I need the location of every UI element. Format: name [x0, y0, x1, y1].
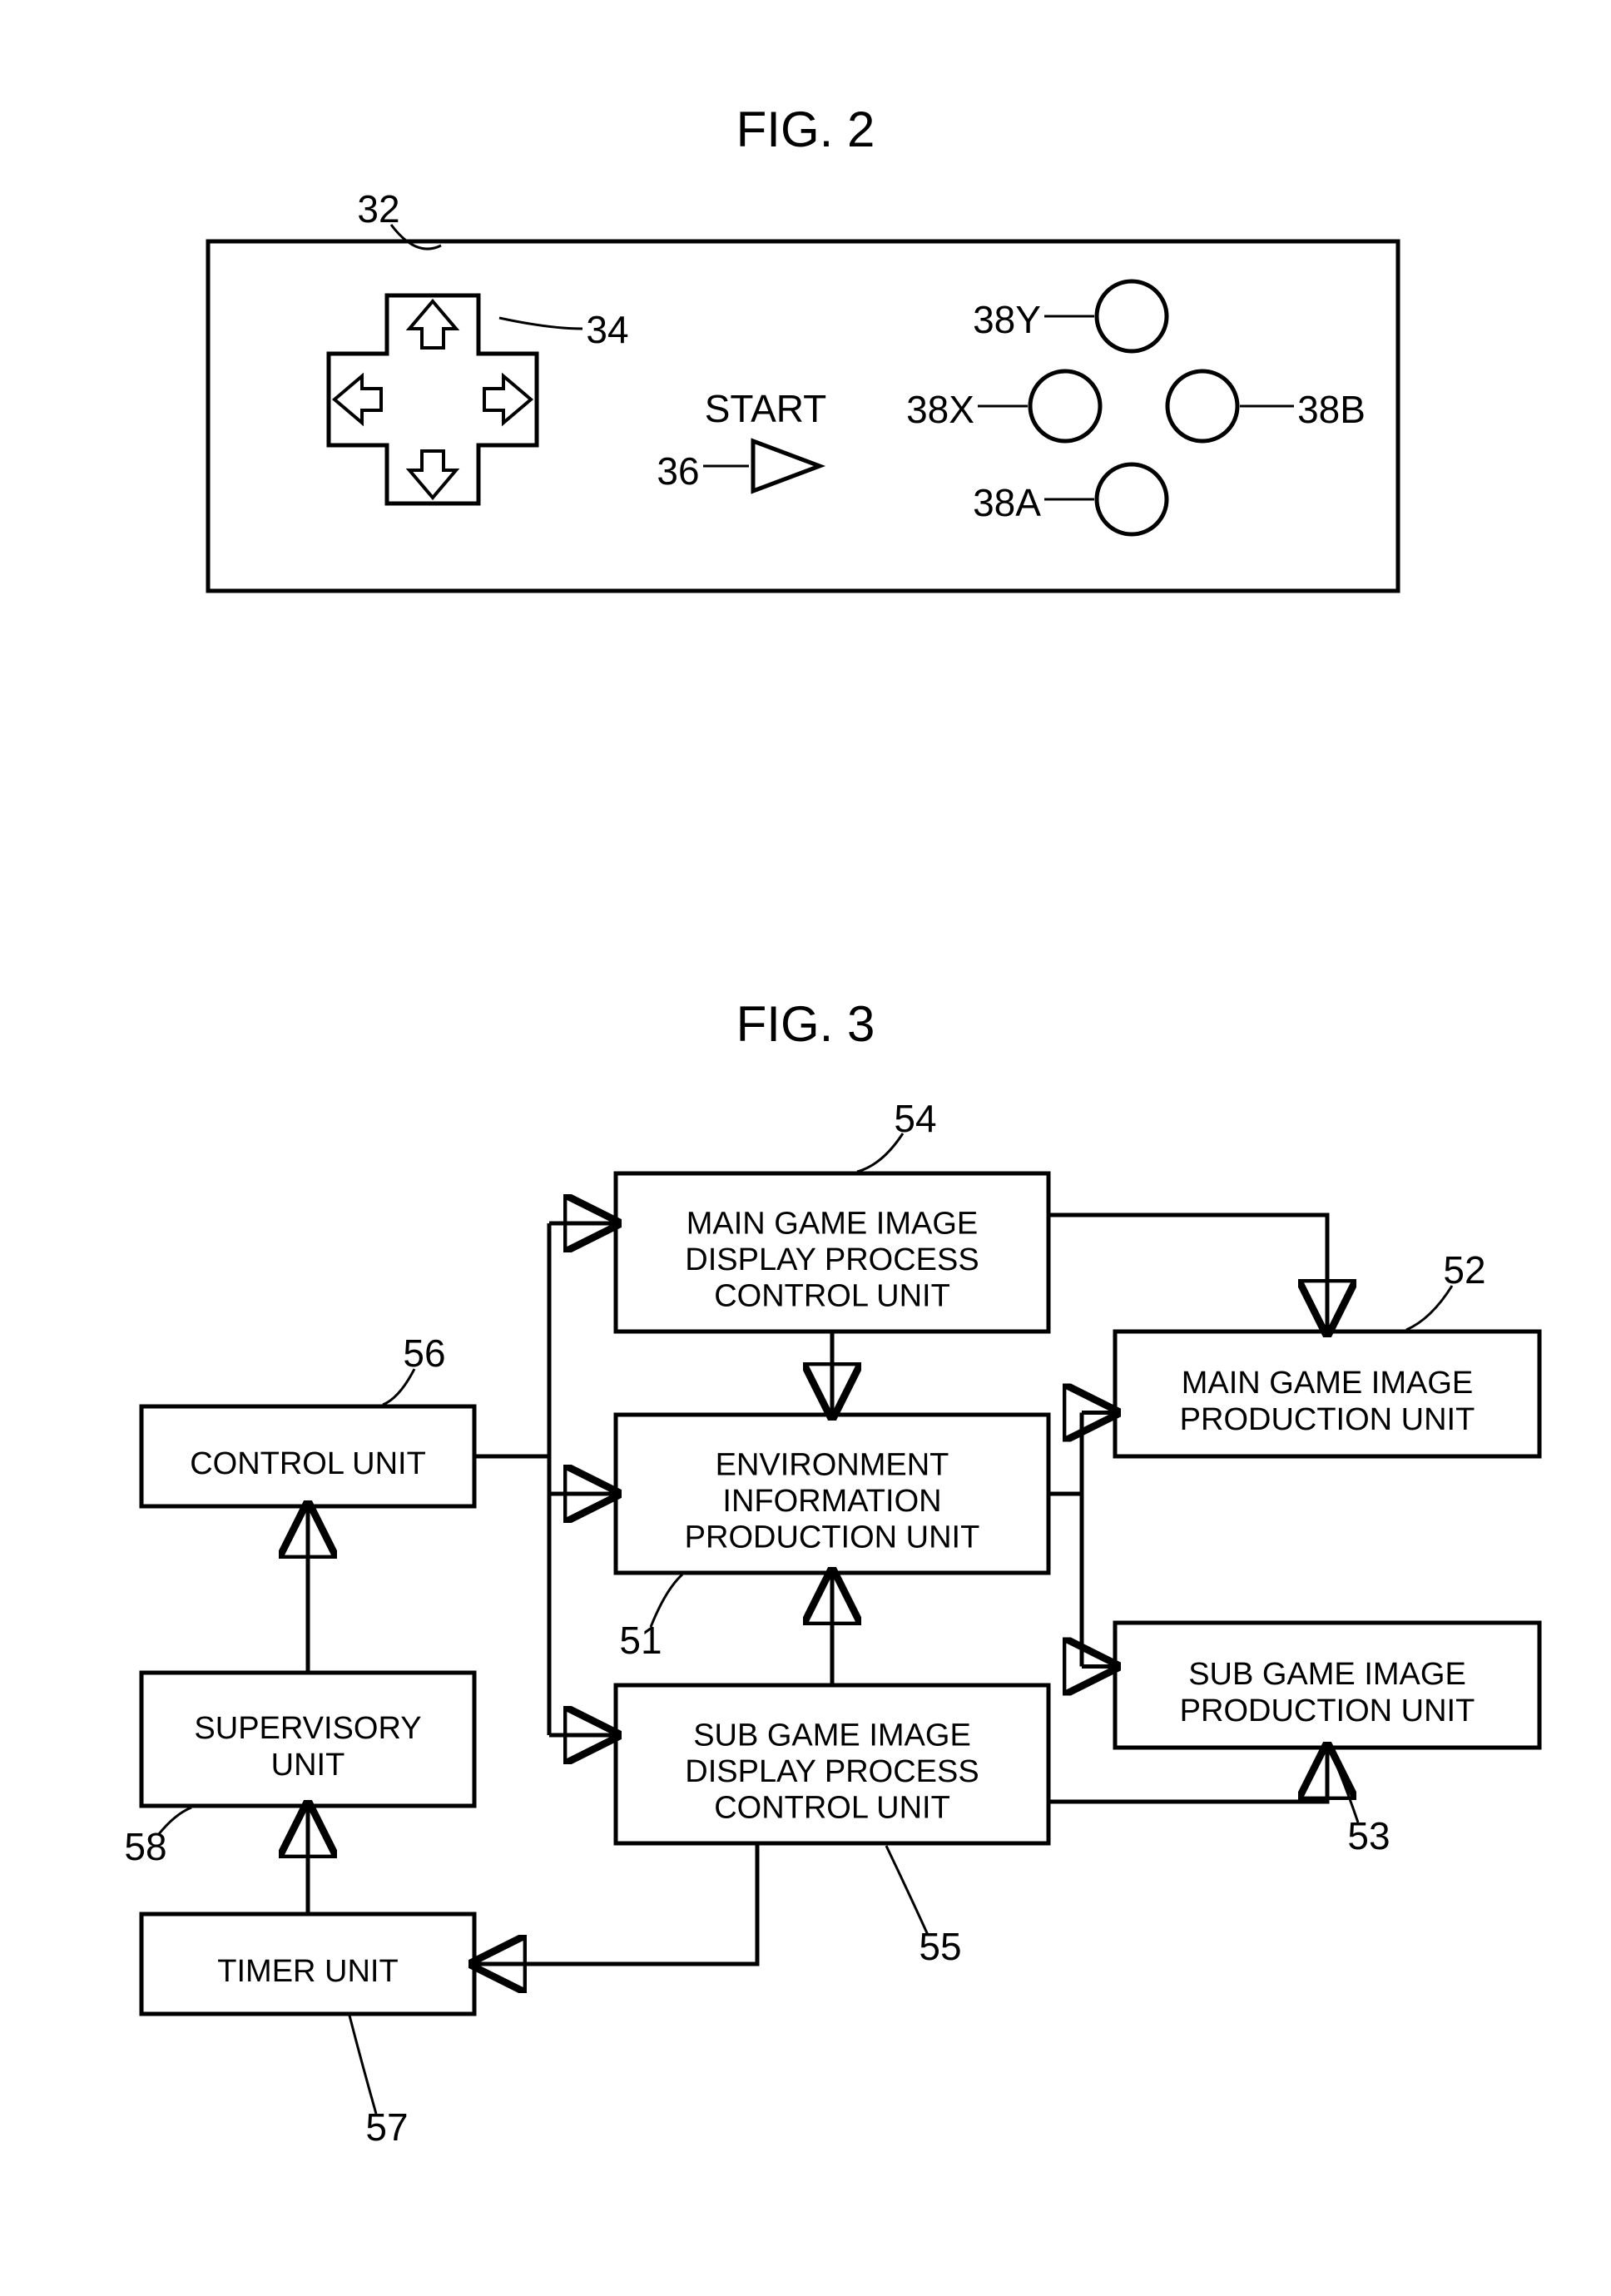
main-display-process-block-label-line2: CONTROL UNIT — [714, 1279, 950, 1314]
supervisory-unit-block-label-line0: SUPERVISORY — [194, 1711, 421, 1746]
ref-55-leader — [886, 1846, 928, 1935]
start-label: START — [705, 387, 827, 430]
ref-34-leader — [499, 318, 582, 329]
environment-info-block-label-line0: ENVIRONMENT — [716, 1447, 949, 1482]
sub-image-production-block-label-line1: PRODUCTION UNIT — [1180, 1693, 1475, 1728]
main-image-production-block-label-line1: PRODUCTION UNIT — [1180, 1402, 1475, 1437]
ref-52-leader — [1406, 1286, 1452, 1330]
conn-maindisp-mainprod — [1048, 1215, 1327, 1331]
ref-58-leader — [158, 1808, 191, 1835]
fig2: FIG. 2 32 34 START 36 — [208, 102, 1398, 591]
control-unit-block-label-line0: CONTROL UNIT — [190, 1446, 426, 1481]
main-display-process-block-label-line0: MAIN GAME IMAGE — [687, 1206, 978, 1241]
sub-image-production-block-label-line0: SUB GAME IMAGE — [1188, 1657, 1466, 1692]
ref-52-label: 52 — [1443, 1248, 1485, 1292]
ref-53-label: 53 — [1347, 1814, 1390, 1857]
ref-36-label: 36 — [657, 449, 699, 493]
ref-56-label: 56 — [403, 1331, 445, 1375]
ref-54-label: 54 — [894, 1097, 936, 1140]
button-y — [1097, 281, 1167, 351]
environment-info-block-label-line2: PRODUCTION UNIT — [685, 1520, 980, 1555]
fig3: FIG. 3 CONTROL UNIT SUPERVISORYUNIT TIMER … — [124, 996, 1539, 2149]
ref-57-leader — [349, 2016, 376, 2114]
diagram-canvas: FIG. 2 32 34 START 36 — [0, 0, 1611, 2296]
main-image-production-block-label-line0: MAIN GAME IMAGE — [1182, 1366, 1473, 1401]
button-b — [1167, 371, 1237, 441]
ref-38y-label: 38Y — [973, 298, 1041, 341]
ref-34-label: 34 — [586, 308, 628, 351]
dpad — [329, 295, 537, 503]
ref-38b-label: 38B — [1297, 388, 1366, 431]
ref-32-label: 32 — [357, 187, 399, 231]
button-a — [1097, 464, 1167, 534]
fig2-title: FIG. 2 — [736, 102, 875, 157]
main-display-process-block-label-line1: DISPLAY PROCESS — [685, 1242, 979, 1277]
fig3-title: FIG. 3 — [736, 996, 875, 1052]
sub-display-process-block-label-line2: CONTROL UNIT — [714, 1791, 950, 1826]
ref-38x-label: 38X — [906, 388, 974, 431]
sub-display-process-block-label-line0: SUB GAME IMAGE — [693, 1718, 971, 1753]
button-x — [1030, 371, 1100, 441]
ref-57-label: 57 — [365, 2105, 408, 2149]
conn-subdisp-timer — [474, 1843, 757, 1964]
supervisory-unit-block-label-line1: UNIT — [271, 1748, 345, 1783]
environment-info-block-label-line1: INFORMATION — [722, 1484, 941, 1519]
dpad-arrows — [335, 301, 531, 498]
sub-display-process-block-label-line1: DISPLAY PROCESS — [685, 1754, 979, 1789]
conn-subdisp-subprod — [1048, 1748, 1327, 1802]
timer-unit-block-label-line0: TIMER UNIT — [217, 1954, 398, 1989]
ref-51-label: 51 — [619, 1619, 662, 1662]
ref-38a-label: 38A — [973, 481, 1041, 524]
ref-53-leader — [1330, 1749, 1358, 1822]
start-button — [753, 441, 820, 491]
